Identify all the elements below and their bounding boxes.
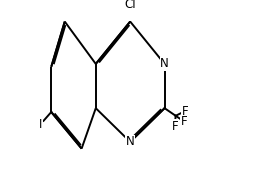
Text: F: F: [171, 119, 178, 133]
Text: F: F: [182, 105, 188, 118]
Text: N: N: [126, 135, 135, 148]
Text: N: N: [160, 57, 169, 70]
Text: I: I: [39, 118, 42, 131]
Text: F: F: [181, 115, 187, 128]
Text: Cl: Cl: [124, 0, 136, 11]
